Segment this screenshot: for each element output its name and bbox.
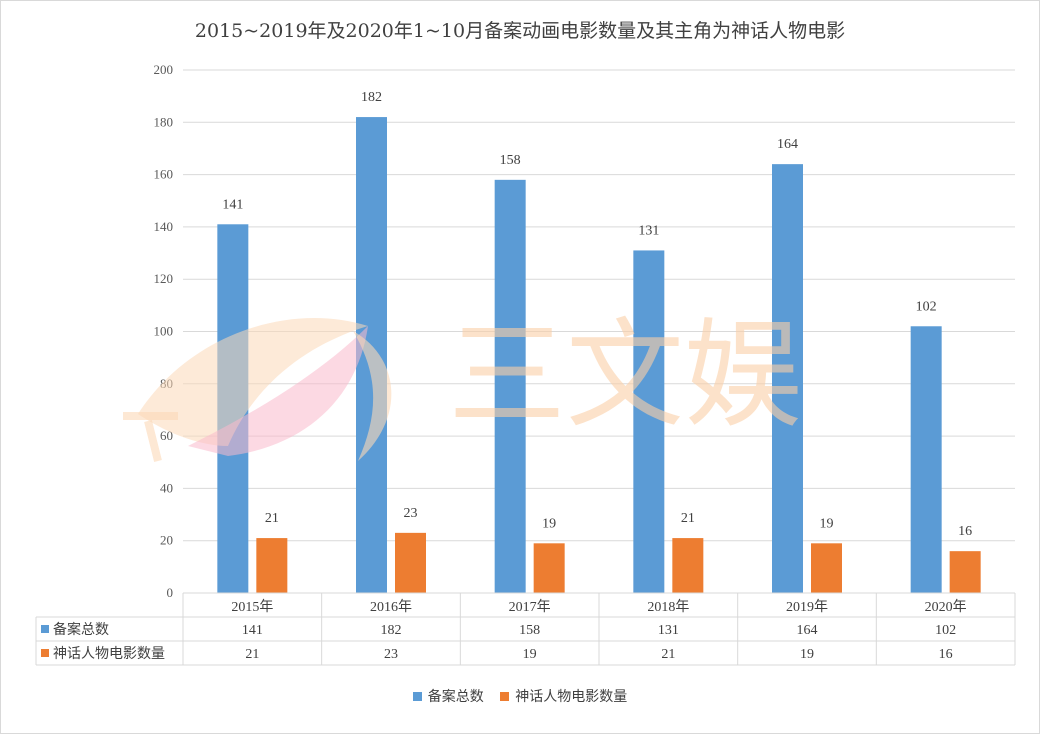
y-tick-label: 40 <box>160 480 173 495</box>
table-cell-myth: 21 <box>661 647 675 662</box>
bar-myth <box>672 538 704 593</box>
table-cell-myth: 23 <box>384 647 398 662</box>
chart-title: 2015~2019年及2020年1~10月备案动画电影数量及其主角为神话人物电影 <box>194 20 846 42</box>
bar-myth <box>533 543 565 593</box>
y-tick-label: 100 <box>154 324 174 339</box>
table-cell-total: 141 <box>242 623 263 638</box>
legend-label-total: 备案总数 <box>427 689 484 705</box>
bar-total <box>633 250 665 593</box>
bar-myth <box>256 538 288 593</box>
category-label: 2017年 <box>509 599 551 615</box>
data-label-total: 102 <box>916 299 937 314</box>
legend-label-myth: 神话人物电影数量 <box>515 689 628 705</box>
data-label-total: 182 <box>361 90 382 105</box>
bar-myth <box>811 543 842 593</box>
data-label-total: 141 <box>222 197 243 212</box>
table-series-swatch <box>41 649 49 657</box>
data-label-myth: 19 <box>820 516 834 531</box>
table-cell-total: 102 <box>935 623 956 638</box>
table-cell-total: 158 <box>519 623 540 638</box>
y-tick-label: 140 <box>154 219 174 234</box>
y-tick-label: 80 <box>160 376 173 391</box>
y-tick-label: 60 <box>160 428 173 443</box>
bar-total <box>356 117 387 593</box>
legend-item-total: 备案总数 <box>412 686 484 706</box>
y-tick-label: 20 <box>160 533 173 548</box>
category-label: 2016年 <box>370 599 412 615</box>
legend-swatch-total <box>412 691 422 701</box>
category-label: 2018年 <box>647 599 689 615</box>
data-label-myth: 21 <box>681 511 695 526</box>
table-cell-myth: 21 <box>245 647 259 662</box>
y-tick-label: 200 <box>154 62 174 77</box>
table-cell-total: 131 <box>658 623 679 638</box>
y-tick-label: 160 <box>154 167 174 182</box>
bar-myth <box>949 551 981 593</box>
data-label-total: 131 <box>638 223 659 238</box>
data-label-myth: 19 <box>542 516 556 531</box>
bar-total <box>910 326 942 593</box>
y-tick-label: 0 <box>167 585 174 600</box>
legend-swatch-myth <box>500 691 510 701</box>
bar-myth <box>395 532 426 593</box>
table-series-name: 备案总数 <box>53 621 109 638</box>
table-cell-total: 164 <box>797 623 818 638</box>
y-tick-label: 180 <box>154 114 174 129</box>
bar-total <box>494 179 526 593</box>
table-cell-myth: 19 <box>800 647 814 662</box>
legend: 备案总数 神话人物电影数量 <box>0 686 1040 706</box>
legend-item-myth: 神话人物电影数量 <box>500 686 627 706</box>
table-series-name: 神话人物电影数量 <box>53 646 165 662</box>
y-tick-label: 120 <box>154 271 174 286</box>
data-label-total: 164 <box>777 137 798 152</box>
data-label-myth: 23 <box>404 506 418 521</box>
table-cell-total: 182 <box>381 623 402 638</box>
bar-total <box>217 224 249 593</box>
category-label: 2019年 <box>786 599 828 615</box>
table-cell-myth: 19 <box>523 647 537 662</box>
data-label-total: 158 <box>500 153 521 168</box>
category-label: 2020年 <box>925 599 967 615</box>
category-label: 2015年 <box>231 599 273 615</box>
table-series-swatch <box>41 625 49 633</box>
table-cell-myth: 16 <box>939 647 953 662</box>
data-label-myth: 16 <box>958 524 972 539</box>
data-label-myth: 21 <box>265 511 279 526</box>
bar-total <box>772 164 803 593</box>
